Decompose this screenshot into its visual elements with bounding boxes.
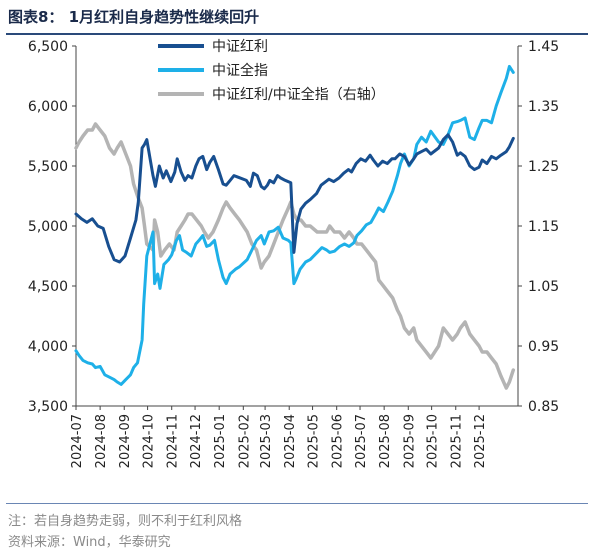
x-tick-label: 2024-11 — [166, 414, 181, 468]
x-tick-label: 2025-03 — [259, 414, 274, 468]
y-right-tick-label: 1.05 — [528, 279, 559, 295]
x-tick-label: 2025-02 — [237, 414, 252, 468]
legend-label-2: 中证红利/中证全指（右轴） — [212, 86, 385, 103]
y-left-tick-label: 6,000 — [28, 99, 68, 115]
y-right-tick-label: 1.35 — [528, 99, 559, 115]
y-left-tick-label: 5,500 — [28, 159, 68, 175]
x-tick-label: 2024-10 — [142, 414, 157, 468]
y-right-tick-label: 1.45 — [528, 39, 559, 55]
legend-label-1: 中证全指 — [212, 62, 268, 79]
chart-source: 资料来源：Wind，华泰研究 — [8, 535, 171, 550]
x-tick-label: 2025-12 — [473, 414, 488, 468]
chart-note: 注：若自身趋势走弱，则不利于红利风格 — [8, 514, 243, 529]
chart-axes: 3,500 4,000 4,500 5,000 5,500 6,000 6,500 0.85 0… — [28, 39, 559, 468]
y-left-tick-label: 3,500 — [28, 399, 68, 415]
footer-rule — [6, 503, 588, 504]
x-tick-label: 2024-12 — [189, 414, 204, 468]
title-rule — [6, 33, 588, 35]
x-tick-label: 2024-09 — [118, 414, 133, 468]
x-tick-label: 2025-09 — [402, 414, 417, 468]
y-right-tick-label: 1.25 — [528, 159, 559, 175]
y-left-tick-label: 5,000 — [28, 219, 68, 235]
y-right-tick-label: 1.15 — [528, 219, 559, 235]
legend-label-0: 中证红利 — [212, 39, 268, 55]
x-tick-label: 2025-04 — [283, 414, 298, 468]
x-tick-label: 2024-08 — [94, 414, 109, 468]
x-tick-label: 2024-07 — [70, 414, 85, 468]
series-line-2 — [74, 122, 516, 390]
y-left-tick-label: 6,500 — [28, 39, 68, 55]
series-line-0 — [74, 133, 515, 264]
series-line-1 — [74, 64, 515, 386]
y-left-tick-label: 4,000 — [28, 339, 68, 355]
x-tick-label: 2025-07 — [354, 414, 369, 468]
y-right-tick-label: 0.95 — [528, 339, 559, 355]
x-tick-label: 2025-08 — [378, 414, 393, 468]
x-tick-label: 2025-01 — [213, 414, 228, 468]
x-tick-label: 2025-05 — [307, 414, 322, 468]
chart-series — [74, 64, 516, 390]
x-tick-label: 2025-06 — [331, 414, 346, 468]
x-tick-label: 2025-10 — [426, 414, 441, 468]
line-chart: 3,500 4,000 4,500 5,000 5,500 6,000 6,500 0.85 0… — [28, 39, 559, 468]
y-right-tick-label: 0.85 — [528, 399, 559, 415]
figure-title: 图表8： 1月红利自身趋势性继续回升 — [8, 8, 260, 26]
x-tick-label: 2025-11 — [450, 414, 465, 468]
y-left-tick-label: 4,500 — [28, 279, 68, 295]
